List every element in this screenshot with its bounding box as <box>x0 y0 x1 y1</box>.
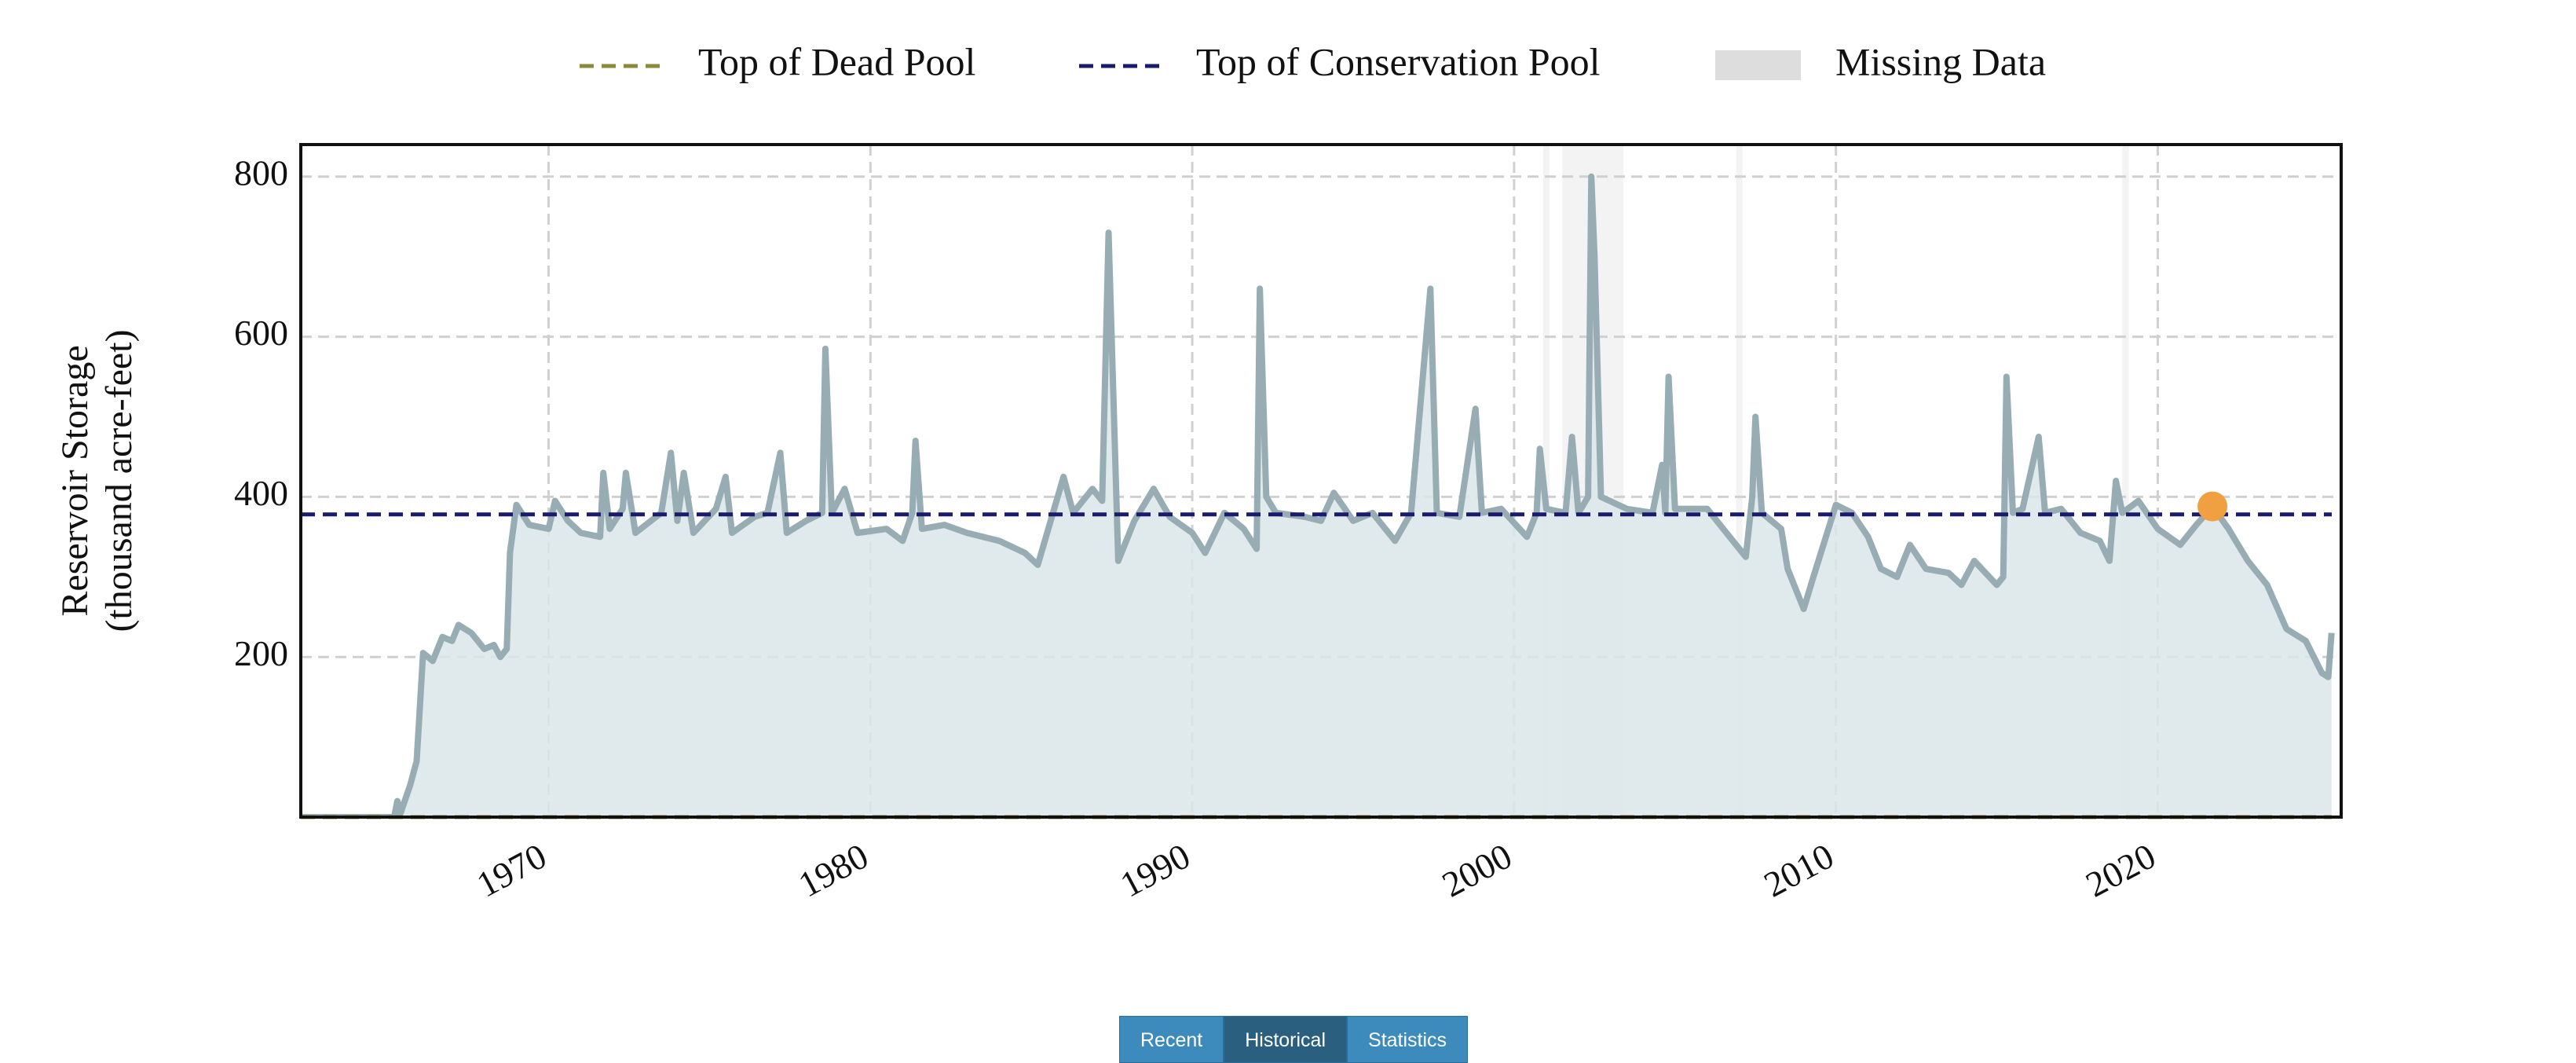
current-point <box>2197 491 2228 522</box>
missing-span <box>1736 145 1743 817</box>
view-buttons: Recent Historical Statistics <box>1119 1016 1469 1063</box>
y-axis-label-line: (thousand acre-feet) <box>98 329 140 632</box>
x-tick-label: 2000 <box>1436 836 1518 905</box>
x-tick-label: 1990 <box>1114 836 1196 905</box>
y-tick-label: 800 <box>234 152 288 192</box>
y-axis-label-line: Reservoir Storage <box>54 345 96 616</box>
plot-frame <box>299 143 2343 819</box>
legend-label: Top of Dead Pool <box>698 39 975 83</box>
chart: 200 400 600 800 1970 1980 1990 2000 2010 2020 Rese… <box>54 39 2343 905</box>
y-tick-label: 600 <box>234 313 288 353</box>
view-button[interactable]: Recent <box>1119 1016 1224 1063</box>
line <box>301 173 2335 817</box>
legend-label: Top of Conservation Pool <box>1196 39 1601 83</box>
y-tick-label: 200 <box>234 633 288 673</box>
x-tick-label: 1970 <box>470 836 553 905</box>
y-tick-label: 400 <box>234 473 288 513</box>
view-button[interactable]: Statistics <box>1347 1016 1469 1063</box>
x-tick-label: 1980 <box>792 836 874 905</box>
x-tick-label: 2010 <box>1758 836 1840 905</box>
y-axis-label: Reservoir Storage(thousand acre-feet) <box>54 329 140 632</box>
legend-swatch <box>1715 50 1801 80</box>
view-button[interactable]: Historical <box>1224 1016 1348 1063</box>
missing-span <box>2122 145 2129 817</box>
x-tick-label: 2020 <box>2080 836 2162 905</box>
area <box>301 176 2332 817</box>
legend-label: Missing Data <box>1835 39 2046 83</box>
